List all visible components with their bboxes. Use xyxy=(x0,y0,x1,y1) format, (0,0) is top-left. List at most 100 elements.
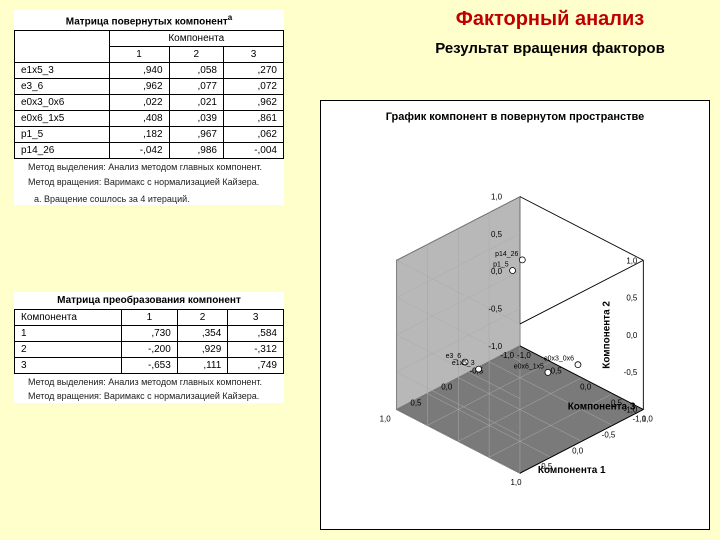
svg-text:0,0: 0,0 xyxy=(491,267,503,276)
row-label: e3_6 xyxy=(15,79,110,95)
cell: ,111 xyxy=(177,358,228,374)
plot-point-label: e0x6_1x5 xyxy=(514,363,544,370)
rotated-matrix-table: Компонента 123 e1x5_3,940,058,270e3_6,96… xyxy=(14,30,284,159)
rotated-matrix-block: Матрица повернутых компонентa Компонента… xyxy=(14,10,284,205)
cell: -,004 xyxy=(223,143,283,159)
transform-col-header: 2 xyxy=(177,310,228,326)
cell: ,021 xyxy=(169,95,223,111)
cell: ,039 xyxy=(169,111,223,127)
page-subtitle: Результат вращения факторов xyxy=(390,40,710,57)
transform-col-header: 1 xyxy=(122,310,178,326)
cell: ,354 xyxy=(177,326,228,342)
transform-matrix-title: Матрица преобразования компонент xyxy=(14,292,284,309)
table-row: p14_26-,042,986-,004 xyxy=(15,143,284,159)
table-row: e1x5_3,940,058,270 xyxy=(15,63,284,79)
row-label: e0x6_1x5 xyxy=(15,111,110,127)
plot-point-label: p14_26 xyxy=(495,251,518,258)
plot-point xyxy=(476,366,482,372)
rotated-matrix-title: Матрица повернутых компонентa xyxy=(14,10,284,30)
plot-svg: -1,0 -0,5 0,0 0,5 1,0 -1,0 -0,5 0,0 0,5 1,0 -1,0 -0… xyxy=(321,101,709,529)
component-3d-plot: График компонент в повернутом пространст… xyxy=(320,100,710,530)
page-title: Факторный анализ xyxy=(390,8,710,31)
rotated-matrix-note2: Метод вращения: Варимакс с нормализацией… xyxy=(14,174,284,188)
cell: ,962 xyxy=(223,95,283,111)
cell: ,967 xyxy=(169,127,223,143)
row-label: p14_26 xyxy=(15,143,110,159)
svg-text:0,0: 0,0 xyxy=(580,383,592,392)
svg-text:-0,5: -0,5 xyxy=(488,305,502,314)
svg-text:-0,5: -0,5 xyxy=(624,368,638,377)
svg-text:Компонента 1: Компонента 1 xyxy=(538,465,606,476)
plot-point-label: e0x3_0x6 xyxy=(544,356,574,363)
row-label: e1x5_3 xyxy=(15,63,110,79)
svg-text:1,0: 1,0 xyxy=(626,256,638,265)
rotated-matrix-sup: a xyxy=(228,13,232,22)
cell: -,653 xyxy=(122,358,178,374)
cell: ,962 xyxy=(109,79,169,95)
row-label: 2 xyxy=(15,342,122,358)
svg-text:0,0: 0,0 xyxy=(572,446,584,455)
svg-text:0,0: 0,0 xyxy=(441,383,453,392)
plot-point xyxy=(510,268,516,274)
cell: ,730 xyxy=(122,326,178,342)
cell: ,182 xyxy=(109,127,169,143)
cell: -,312 xyxy=(228,342,284,358)
table-row: p1_5,182,967,062 xyxy=(15,127,284,143)
cell: ,408 xyxy=(109,111,169,127)
plot-point xyxy=(545,369,551,375)
svg-text:0,0: 0,0 xyxy=(626,331,638,340)
cell: -,200 xyxy=(122,342,178,358)
svg-text:0,5: 0,5 xyxy=(626,294,638,303)
rotated-matrix-note3: a. Вращение сошлось за 4 итераций. xyxy=(14,188,284,205)
plot-point xyxy=(575,362,581,368)
svg-text:1,0: 1,0 xyxy=(642,414,654,423)
cell: ,077 xyxy=(169,79,223,95)
row-label: e0x3_0x6 xyxy=(15,95,110,111)
transform-rowhead: Компонента xyxy=(15,310,122,326)
svg-text:Компонента 3: Компонента 3 xyxy=(568,402,636,413)
svg-text:0,5: 0,5 xyxy=(491,230,503,239)
table-row: 2-,200,929-,312 xyxy=(15,342,284,358)
table-row: 3-,653,111,749 xyxy=(15,358,284,374)
transform-matrix-note2: Метод вращения: Варимакс с нормализацией… xyxy=(14,388,284,402)
plot-point-label: e1x5_3 xyxy=(452,360,475,367)
plot-point-label: p1_5 xyxy=(493,262,509,269)
table-row: 1,730,354,584 xyxy=(15,326,284,342)
rotated-matrix-col-header: 2 xyxy=(169,47,223,63)
rotated-matrix-title-text: Матрица повернутых компонент xyxy=(66,16,228,27)
rotated-matrix-col-header: 3 xyxy=(223,47,283,63)
transform-col-header: 3 xyxy=(228,310,284,326)
table-row: e3_6,962,077,072 xyxy=(15,79,284,95)
svg-text:0,5: 0,5 xyxy=(410,399,422,408)
rotated-matrix-group-header: Компонента xyxy=(109,31,283,47)
table-row: e0x6_1x5,408,039,861 xyxy=(15,111,284,127)
plot-point-label: e3_6 xyxy=(446,353,462,360)
row-label: 3 xyxy=(15,358,122,374)
svg-text:-1,0: -1,0 xyxy=(517,351,531,360)
svg-text:-1,0: -1,0 xyxy=(488,342,502,351)
cell: ,986 xyxy=(169,143,223,159)
cell: ,062 xyxy=(223,127,283,143)
svg-text:1,0: 1,0 xyxy=(380,414,392,423)
rotated-matrix-note1: Метод выделения: Анализ методом главных … xyxy=(14,159,284,173)
cell: ,022 xyxy=(109,95,169,111)
transform-matrix-note1: Метод выделения: Анализ методом главных … xyxy=(14,374,284,388)
svg-text:Компонента 2: Компонента 2 xyxy=(602,301,613,369)
cell: ,072 xyxy=(223,79,283,95)
plot-point xyxy=(519,257,525,263)
svg-text:1,0: 1,0 xyxy=(510,478,522,487)
row-label: p1_5 xyxy=(15,127,110,143)
table-row: e0x3_0x6,022,021,962 xyxy=(15,95,284,111)
svg-text:1,0: 1,0 xyxy=(491,193,503,202)
cell: ,940 xyxy=(109,63,169,79)
svg-text:-0,5: -0,5 xyxy=(602,430,616,439)
cell: ,270 xyxy=(223,63,283,79)
svg-text:-1,0: -1,0 xyxy=(500,351,514,360)
cell: ,929 xyxy=(177,342,228,358)
cell: ,584 xyxy=(228,326,284,342)
cell: ,749 xyxy=(228,358,284,374)
row-label: 1 xyxy=(15,326,122,342)
transform-matrix-table: Компонента123 1,730,354,5842-,200,929-,3… xyxy=(14,309,284,374)
cell: -,042 xyxy=(109,143,169,159)
rotated-matrix-col-header: 1 xyxy=(109,47,169,63)
